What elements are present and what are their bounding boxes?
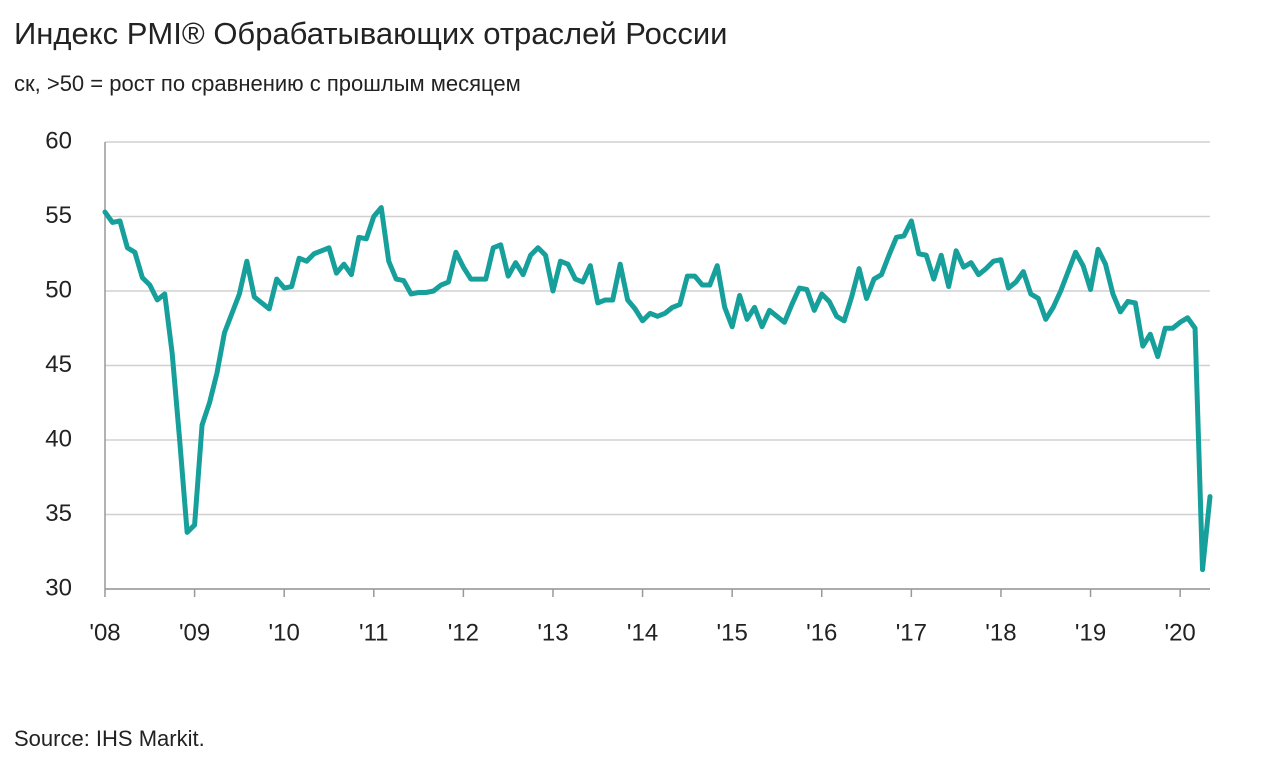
y-tick-label: 60 [45,127,72,154]
x-tick-label: '15 [717,619,748,646]
x-tick-label: '20 [1164,619,1195,646]
y-tick-label: 35 [45,500,72,527]
x-tick-label: '11 [359,619,389,646]
x-tick-label: '14 [627,619,658,646]
y-tick-label: 30 [45,574,72,601]
chart-subtitle: ск, >50 = рост по сравнению с прошлым ме… [14,71,521,96]
y-tick-label: 45 [45,351,72,378]
chart-title: Индекс PMI® Обрабатывающих отраслей Росс… [14,16,727,51]
x-tick-label: '17 [896,619,927,646]
y-tick-label: 50 [45,276,72,303]
x-tick-label: '16 [806,619,837,646]
data-line [102,205,1213,573]
x-tick-label: '12 [448,619,479,646]
y-tick-label: 40 [45,425,72,452]
x-tick-label: '09 [179,619,210,646]
x-tick-label: '19 [1075,619,1106,646]
source-note: Source: IHS Markit. [14,726,205,751]
y-tick-label: 55 [45,202,72,229]
x-tick-label: '13 [537,619,568,646]
x-tick-label: '18 [985,619,1016,646]
x-tick-label: '10 [269,619,300,646]
x-tick-label: '08 [89,619,120,646]
